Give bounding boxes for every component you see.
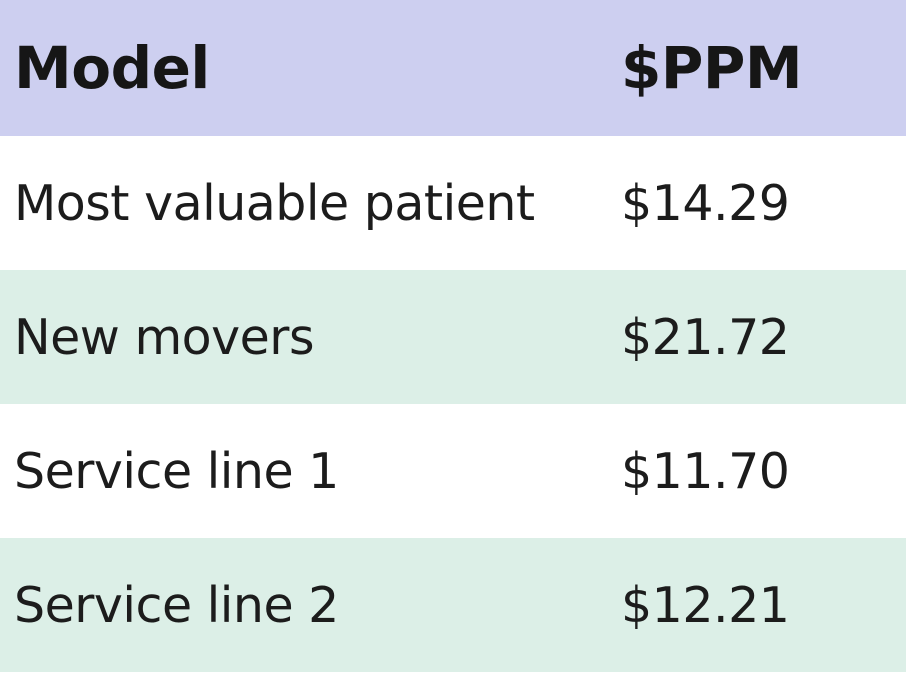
ppm-cell: $14.29 (621, 174, 790, 232)
table-header-row: Model $PPM (0, 0, 906, 136)
model-cell: Service line 1 (14, 442, 339, 500)
column-header-ppm: $PPM (621, 34, 803, 102)
table-row: Most valuable patient $14.29 (0, 136, 906, 270)
table-row: Service line 2 $12.21 (0, 538, 906, 672)
column-header-model: Model (14, 34, 210, 102)
ppm-cell: $12.21 (621, 576, 790, 634)
model-cell: Most valuable patient (14, 174, 535, 232)
model-cell: Service line 2 (14, 576, 339, 634)
model-cell: New movers (14, 308, 314, 366)
table-row: New movers $21.72 (0, 270, 906, 404)
ppm-cell: $11.70 (621, 442, 790, 500)
ppm-cell: $21.72 (621, 308, 790, 366)
table-row: Service line 1 $11.70 (0, 404, 906, 538)
